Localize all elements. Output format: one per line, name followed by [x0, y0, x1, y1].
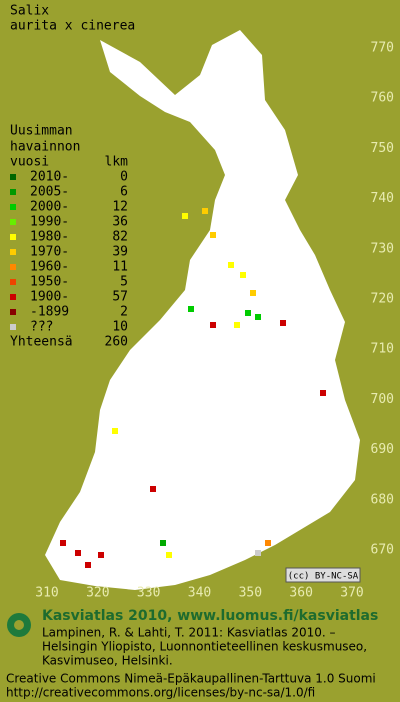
- observation: [210, 322, 216, 328]
- legend-count: 11: [112, 260, 128, 275]
- badge-text: (cc) BY-NC-SA: [288, 572, 359, 582]
- northing-label: 720: [371, 292, 394, 307]
- legend-count: 57: [112, 290, 128, 305]
- legend-label: 2000-: [30, 200, 69, 215]
- easting-label: 320: [86, 586, 109, 601]
- legend: Uusimman havainnon vuosi lkm 2010- 0 2005-…: [10, 124, 128, 350]
- legend-count: 0: [120, 170, 128, 185]
- observation: [98, 552, 104, 558]
- observations: [60, 208, 326, 568]
- license: Creative Commons Nimeä-Epäkaupallinen-Ta…: [6, 672, 376, 686]
- legend-header: havainnon: [10, 140, 80, 155]
- legend-count: 12: [112, 200, 128, 215]
- observation: [202, 208, 208, 214]
- citation: Helsingin Yliopisto, Luonnontieteellinen…: [42, 640, 367, 654]
- legend-label: 1980-: [30, 230, 69, 245]
- legend-label: -1899: [30, 305, 69, 320]
- legend-label: 1950-: [30, 275, 69, 290]
- legend-swatch: [10, 174, 16, 180]
- observation: [245, 310, 251, 316]
- observation: [228, 262, 234, 268]
- easting-label: 310: [35, 586, 58, 601]
- legend-count: 39: [112, 245, 128, 260]
- legend-count: 82: [112, 230, 128, 245]
- license-badge: (cc) BY-NC-SA: [285, 567, 361, 583]
- legend-swatch: [10, 309, 16, 315]
- observation: [166, 552, 172, 558]
- legend-label: 1970-: [30, 245, 69, 260]
- license: http://creativecommons.org/licenses/by-n…: [6, 686, 315, 700]
- northing-label: 710: [371, 342, 394, 357]
- legend-header: Uusimman: [10, 124, 73, 139]
- observation: [112, 428, 118, 434]
- logo: [7, 613, 31, 637]
- observation: [240, 272, 246, 278]
- observation: [250, 290, 256, 296]
- legend-count-header: lkm: [105, 155, 129, 170]
- northing-label: 680: [371, 492, 394, 507]
- legend-swatch: [10, 204, 16, 210]
- finland-outline: [45, 30, 360, 590]
- legend-swatch: [10, 324, 16, 330]
- legend-count: 36: [112, 215, 128, 230]
- northing-label: 670: [371, 543, 394, 558]
- legend-swatch: [10, 264, 16, 270]
- easting-label: 350: [239, 586, 262, 601]
- legend-label: 1960-: [30, 260, 69, 275]
- easting-label: 360: [289, 586, 312, 601]
- legend-count: 5: [120, 275, 128, 290]
- legend-swatch: [10, 249, 16, 255]
- legend-swatch: [10, 294, 16, 300]
- legend-swatch: [10, 279, 16, 285]
- northing-label: 690: [371, 442, 394, 457]
- logo-mark: [14, 620, 24, 630]
- legend-count: 2: [120, 305, 128, 320]
- observation: [160, 540, 166, 546]
- northing-label: 740: [371, 191, 394, 206]
- legend-swatch: [10, 189, 16, 195]
- observation: [255, 550, 261, 556]
- species-genus: Salix: [10, 4, 49, 19]
- observation: [182, 213, 188, 219]
- species-name: aurita x cinerea: [10, 19, 135, 34]
- observation: [188, 306, 194, 312]
- citation: Lampinen, R. & Lahti, T. 2011: Kasviatla…: [42, 626, 336, 640]
- observation: [75, 550, 81, 556]
- legend-count: 10: [112, 320, 128, 335]
- easting-label: 330: [137, 586, 160, 601]
- legend-label: 1900-: [30, 290, 69, 305]
- observation: [150, 486, 156, 492]
- observation: [210, 232, 216, 238]
- northing-label: 700: [371, 392, 394, 407]
- badge-box: [285, 567, 361, 583]
- easting-label: 340: [188, 586, 211, 601]
- observation: [85, 562, 91, 568]
- legend-header: vuosi: [10, 155, 49, 170]
- observation: [320, 390, 326, 396]
- easting-label: 370: [340, 586, 363, 601]
- legend-swatch: [10, 219, 16, 225]
- legend-label: ???: [30, 320, 53, 335]
- northing-label: 730: [371, 241, 394, 256]
- observation: [234, 322, 240, 328]
- legend-label: 1990-: [30, 215, 69, 230]
- legend-total-label: Yhteensä: [10, 335, 73, 350]
- northing-label: 750: [371, 141, 394, 156]
- legend-label: 2010-: [30, 170, 69, 185]
- observation: [265, 540, 271, 546]
- citation: Kasvimuseo, Helsinki.: [42, 654, 173, 668]
- northing-label: 760: [371, 91, 394, 106]
- legend-count: 6: [120, 185, 128, 200]
- northing-label: 770: [371, 41, 394, 56]
- legend-total: 260: [105, 335, 128, 350]
- observation: [280, 320, 286, 326]
- legend-swatch: [10, 234, 16, 240]
- observation: [255, 314, 261, 320]
- legend-label: 2005-: [30, 185, 69, 200]
- footer-heading: Kasviatlas 2010, www.luomus.fi/kasviatla…: [42, 608, 378, 624]
- observation: [60, 540, 66, 546]
